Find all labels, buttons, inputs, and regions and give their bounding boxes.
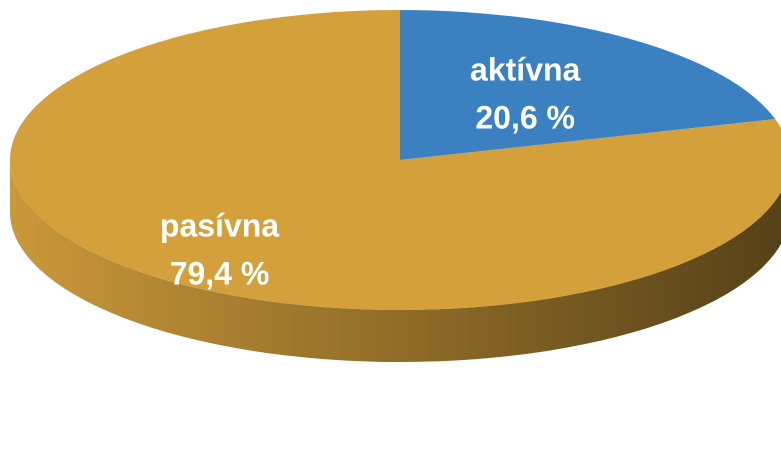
side-shade <box>10 160 781 362</box>
slice-label: aktívna <box>470 52 580 88</box>
slice-label: pasívna <box>160 207 279 243</box>
slice <box>400 10 776 160</box>
slice <box>10 10 781 310</box>
slice-value-label: 20,6 % <box>475 100 575 136</box>
slice-value-label: 79,4 % <box>170 255 270 291</box>
